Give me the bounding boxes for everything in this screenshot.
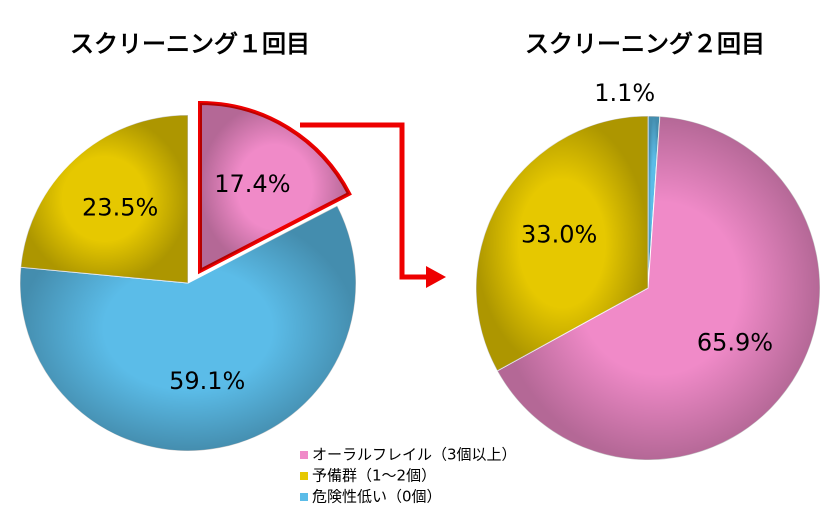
arrow-head	[426, 266, 446, 288]
data-label: 65.9%	[697, 329, 773, 357]
legend-swatch	[300, 451, 308, 459]
data-label: 17.4%	[214, 170, 290, 198]
legend-swatch	[300, 493, 308, 501]
data-label: 23.5%	[82, 193, 158, 221]
data-label: 59.1%	[169, 367, 245, 395]
legend-swatch	[300, 472, 308, 480]
legend-label: オーラルフレイル（3個以上）	[312, 446, 517, 464]
chart-title: スクリーニング２回目	[525, 30, 765, 58]
chart-title: スクリーニング１回目	[70, 30, 310, 58]
legend-label: 予備群（1～2個）	[312, 467, 436, 485]
legend-label: 危険性低い（0個）	[312, 488, 442, 506]
data-label: 1.1%	[594, 79, 655, 107]
arrow	[300, 122, 428, 280]
data-label: 33.0%	[521, 220, 597, 248]
